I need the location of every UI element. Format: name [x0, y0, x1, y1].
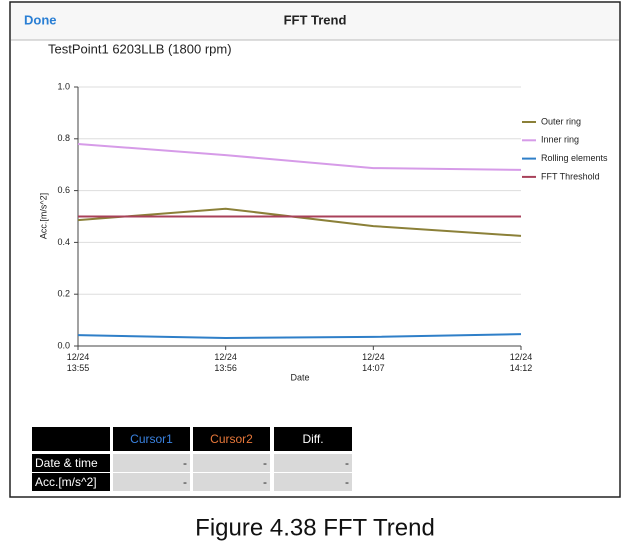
- y-tick-label: 0.4: [57, 237, 70, 247]
- table-corner: [32, 427, 110, 451]
- y-axis-label: Acc.[m/s^2]: [38, 193, 48, 239]
- y-tick-label: 0.8: [57, 133, 70, 143]
- y-tick-label: 0.2: [57, 289, 70, 299]
- table-cell: -: [274, 454, 352, 472]
- legend-label: Inner ring: [541, 135, 579, 145]
- series-line: [77, 207, 522, 237]
- legend-label: Rolling elements: [541, 153, 608, 163]
- table-cell: -: [113, 473, 190, 491]
- table-cell: -: [113, 454, 190, 472]
- nav-title: FFT Trend: [284, 12, 347, 27]
- y-tick-label: 0.6: [57, 185, 70, 195]
- row-label: Date & time: [32, 454, 110, 472]
- table-header: Cursor2: [193, 427, 270, 451]
- done-button[interactable]: Done: [24, 12, 57, 27]
- x-axis-label: Date: [290, 372, 309, 382]
- x-tick-label: 12/24 14:07: [362, 352, 385, 373]
- table-cell: -: [193, 454, 270, 472]
- nav-bar: [11, 3, 619, 40]
- chart-title: TestPoint1 6203LLB (1800 rpm): [48, 41, 232, 56]
- row-label: Acc.[m/s^2]: [32, 473, 110, 491]
- x-tick-label: 12/24 14:12: [509, 352, 533, 373]
- series-line: [77, 142, 522, 171]
- figure-caption: Figure 4.38 FFT Trend: [195, 514, 435, 541]
- table-header: Diff.: [274, 427, 352, 451]
- x-tick-label: 12/24 13:55: [66, 352, 90, 373]
- y-tick-label: 0.0: [57, 340, 70, 350]
- legend-label: FFT Threshold: [541, 171, 600, 181]
- table-cell: -: [193, 473, 270, 491]
- x-tick-label: 12/24 13:56: [214, 352, 237, 373]
- legend-label: Outer ring: [541, 116, 581, 126]
- frame: [9, 1, 621, 498]
- table-header: Cursor1: [113, 427, 190, 451]
- table-cell: -: [274, 473, 352, 491]
- series-line: [77, 333, 522, 339]
- y-tick-label: 1.0: [57, 81, 70, 91]
